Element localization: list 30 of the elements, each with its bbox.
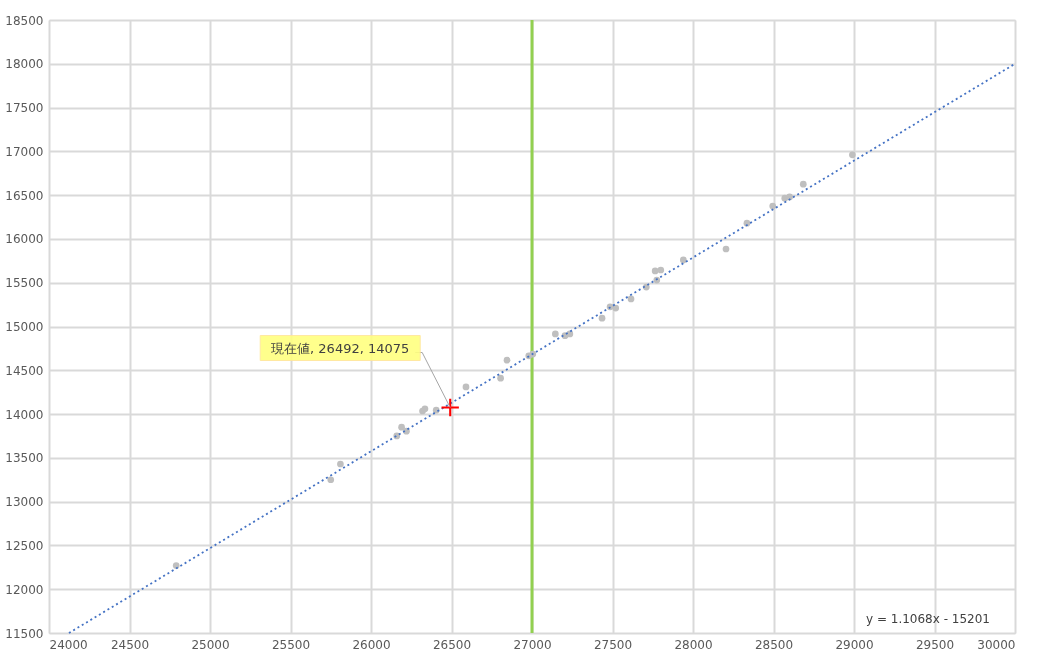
y-tick-label: 12000 xyxy=(5,582,44,597)
y-tick-label: 13500 xyxy=(5,451,44,466)
x-tick-label: 28500 xyxy=(754,637,794,652)
x-tick-label: 29000 xyxy=(835,637,874,652)
y-tick-label: 15500 xyxy=(5,276,44,291)
y-tick-label: 14500 xyxy=(5,363,44,378)
x-tick-label: 28000 xyxy=(674,637,713,652)
x-tick-label: 29500 xyxy=(915,637,955,652)
annotation: y = 1.1068x - 15201 xyxy=(865,612,990,626)
x-tick-label: 30000 xyxy=(977,637,1016,652)
x-tick-label: 24000 xyxy=(49,637,88,652)
x-tick-label: 26500 xyxy=(432,637,472,652)
x-tick-label: 24500 xyxy=(110,637,150,652)
y-tick-label: 13000 xyxy=(5,495,44,510)
y-tick-label: 16500 xyxy=(5,188,44,203)
y-tick-label: 18500 xyxy=(5,13,44,28)
x-tick-label: 26000 xyxy=(352,637,391,652)
annotation: 現在値, 26492, 14075 xyxy=(271,340,410,356)
x-tick-label: 27500 xyxy=(593,637,633,652)
y-tick-label: 17000 xyxy=(5,144,44,159)
y-tick-label: 18000 xyxy=(5,57,44,72)
y-tick-label: 16000 xyxy=(5,232,44,247)
x-tick-label: 25000 xyxy=(191,637,230,652)
y-tick-label: 15000 xyxy=(5,320,44,334)
x-tick-label: 25500 xyxy=(271,637,311,652)
x-tick-label: 27000 xyxy=(513,637,552,652)
y-tick-label: 11500 xyxy=(5,626,44,641)
y-tick-label: 14000 xyxy=(5,407,44,422)
y-tick-label: 12500 xyxy=(5,538,44,553)
y-tick-label: 17500 xyxy=(5,101,44,116)
